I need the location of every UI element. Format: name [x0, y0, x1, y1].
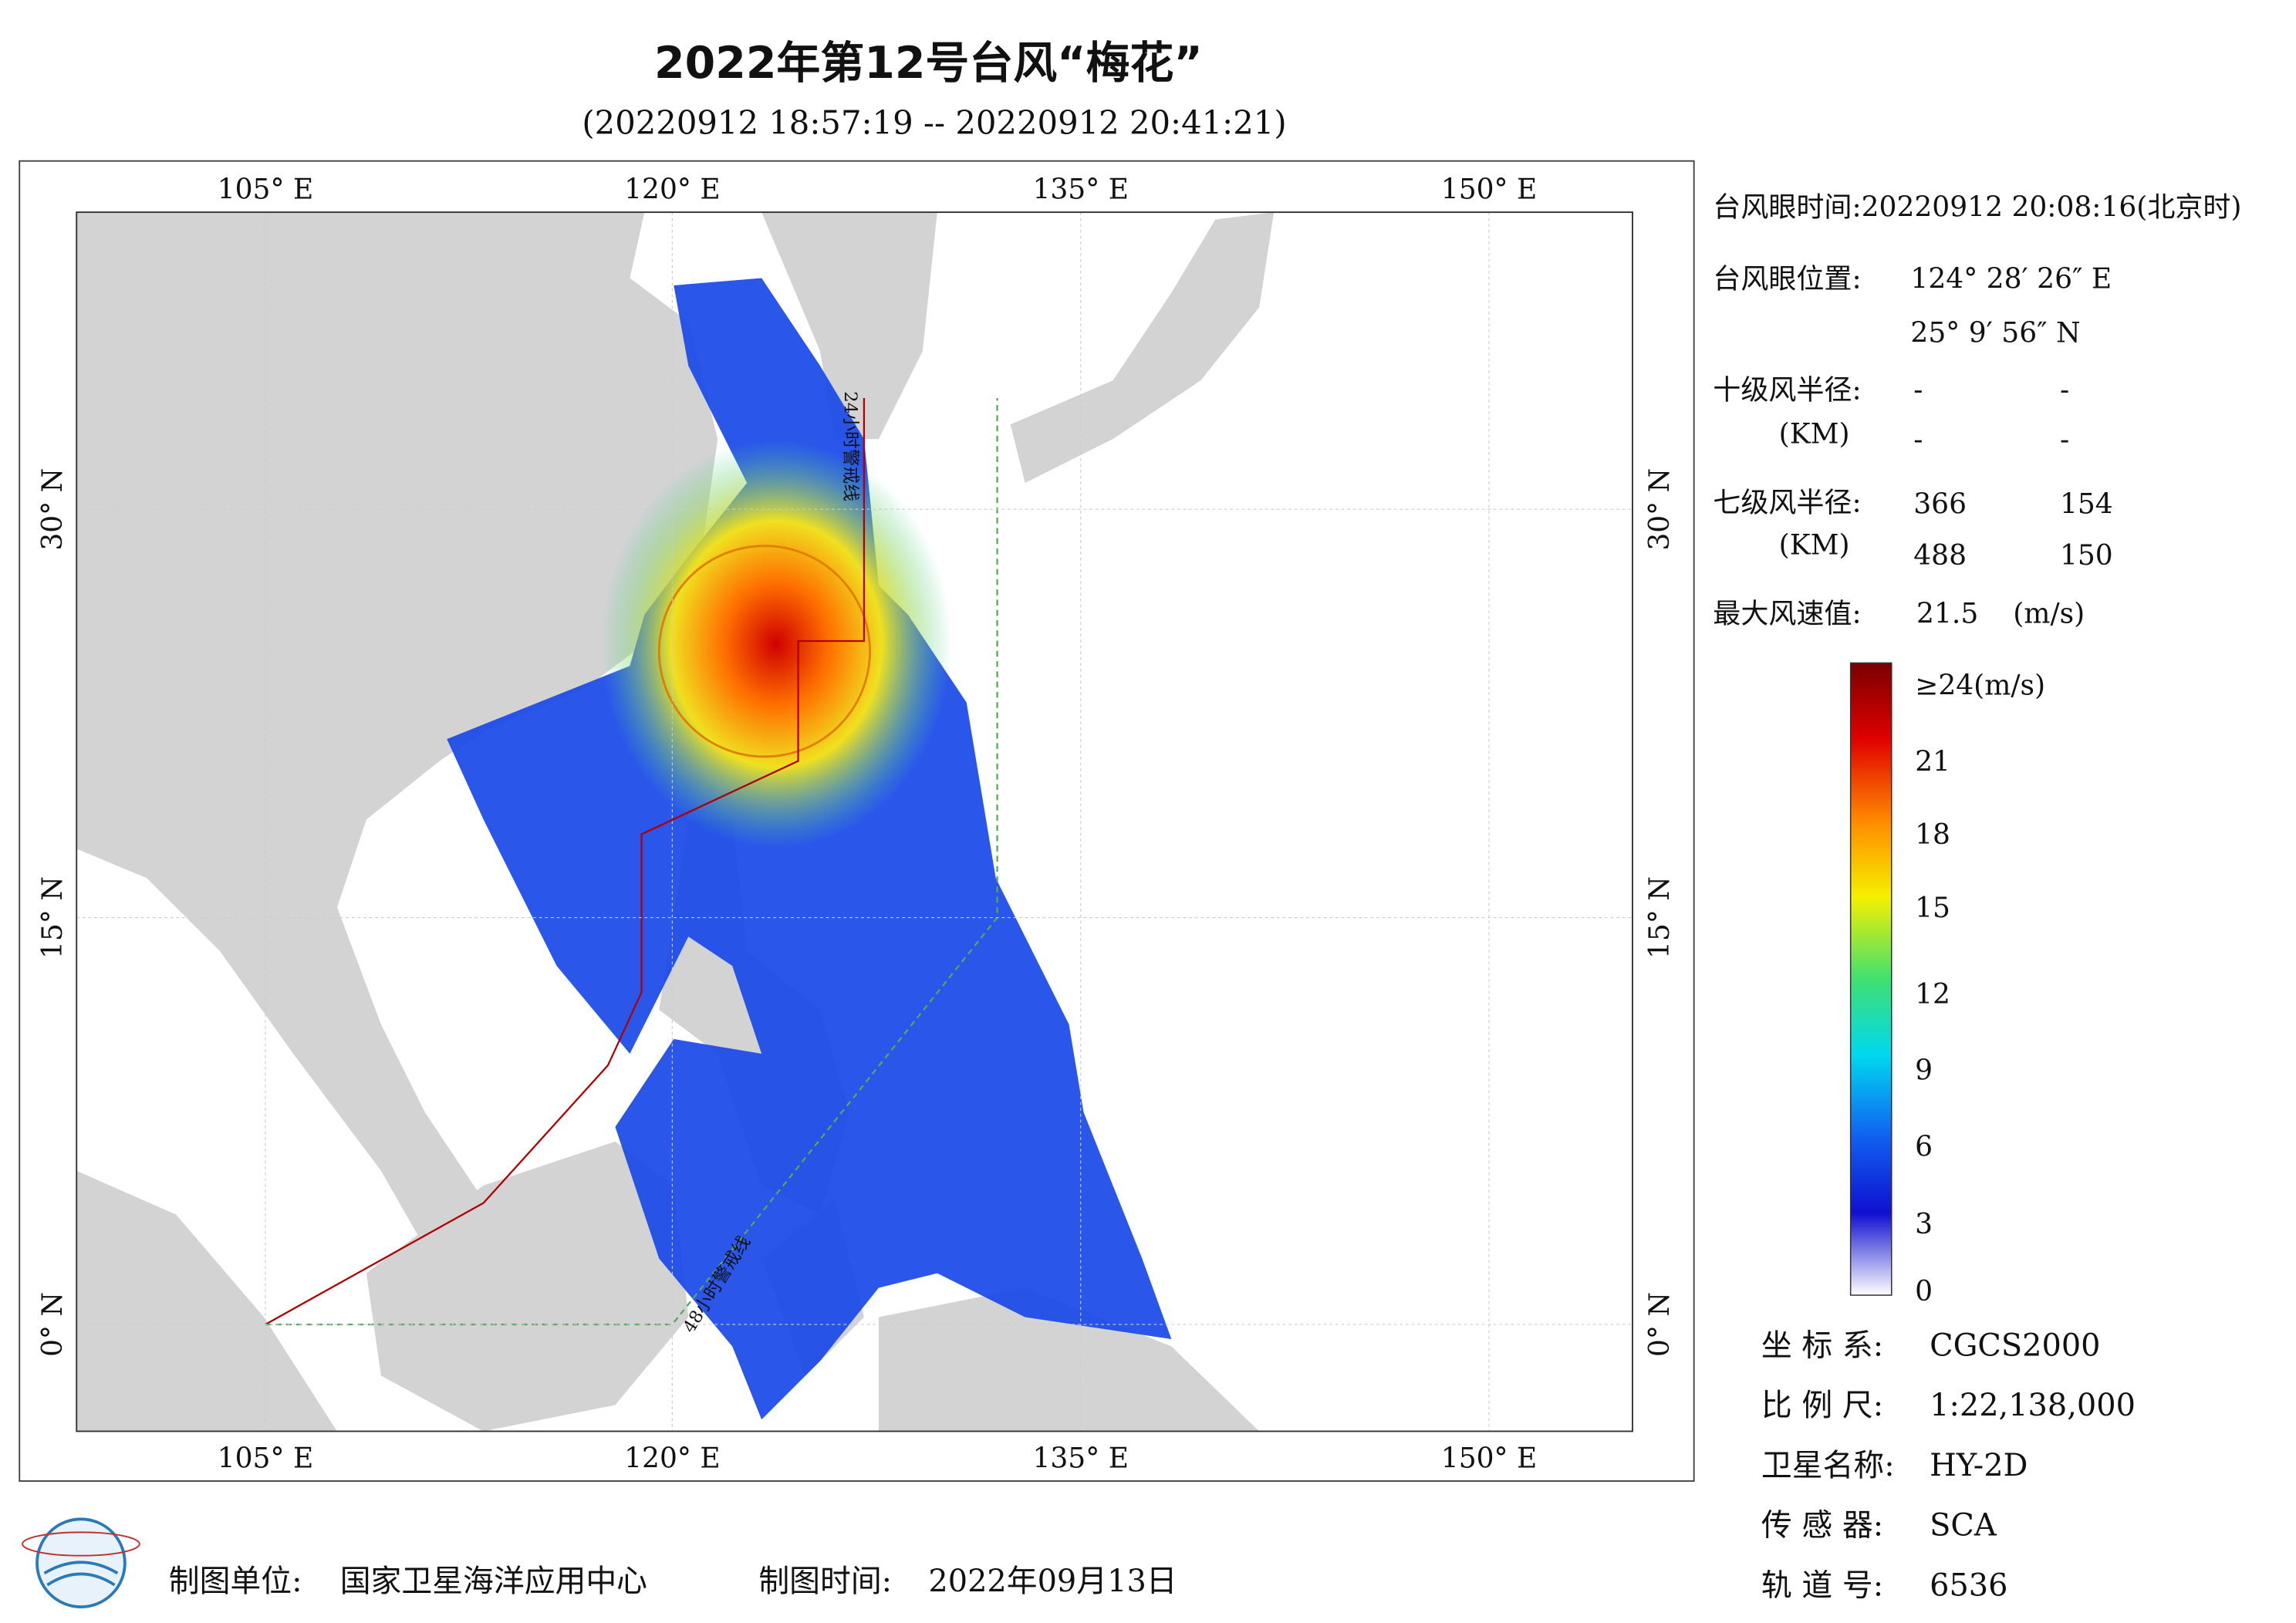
value: - — [1913, 374, 1923, 406]
value: 366 — [1913, 488, 1967, 520]
colorbar-label: 3 — [1915, 1209, 1933, 1240]
colorbar-label: 18 — [1915, 819, 1950, 851]
label: 台风眼位置: — [1713, 263, 1861, 295]
colorbar-label: 0 — [1915, 1276, 1933, 1308]
lat-label: 15° N — [1644, 876, 1676, 959]
meta-value: 6536 — [1930, 1567, 2007, 1603]
graticule — [76, 212, 1633, 1432]
lon-label: 150° E — [1441, 1442, 1538, 1474]
footer-label: 制图时间: — [758, 1564, 892, 1599]
title: 2022年第12号台风“梅花” — [654, 38, 1203, 89]
warning-line-24h — [265, 398, 866, 1325]
map-border — [76, 211, 1633, 1432]
lat-label: 0° N — [1644, 1292, 1676, 1357]
value: 150 — [2060, 540, 2113, 572]
value: 21.5 — [1916, 599, 1978, 630]
value: - — [2060, 374, 2069, 406]
lon-label: 105° E — [218, 174, 314, 206]
meta-label: 坐 标 系: — [1761, 1328, 1883, 1363]
meta-value: CGCS2000 — [1930, 1328, 2100, 1363]
meta-label: 卫星名称: — [1761, 1448, 1895, 1483]
lat-label: 15° N — [37, 876, 69, 959]
lat-label: 30° N — [1644, 468, 1676, 551]
meta-label: 传 感 器: — [1761, 1508, 1883, 1544]
meta-value: SCA — [1930, 1508, 1997, 1544]
axis-labels: 105° E 105° E 120° E 120° E 135° E 135° E 150°… — [37, 174, 1676, 1475]
meta-label: 轨 道 号: — [1761, 1567, 1883, 1603]
colorbar-label: 9 — [1915, 1055, 1933, 1087]
map: 24小时警戒线 48小时警戒线 — [76, 212, 1633, 1432]
meta-value: 1:22,138,000 — [1930, 1388, 2136, 1423]
value: - — [1913, 424, 1923, 456]
metadata: 坐 标 系: CGCS2000 比 例 尺: 1:22,138,000 卫星名称: HY-… — [1761, 1328, 2136, 1603]
label: 十级风半径: — [1713, 374, 1861, 406]
wind-field — [447, 278, 1172, 1420]
lat-label: 30° N — [37, 468, 69, 551]
lon-label: 120° E — [624, 174, 721, 206]
warning-line-48h — [265, 398, 998, 1326]
eye-time: 台风眼时间:20220912 20:08:16(北京时) — [1713, 191, 2241, 223]
colorbar-label: 12 — [1915, 979, 1950, 1011]
value: 154 — [2060, 488, 2113, 520]
value: 124° 28′ 26″ E — [1910, 263, 2112, 295]
footer-value: 2022年09月13日 — [928, 1564, 1177, 1599]
colorbar-labels: ≥24(m/s) 21 18 15 12 9 6 3 0 — [1915, 670, 2045, 1308]
colorbar-label: 21 — [1915, 746, 1950, 778]
annotation: 24小时警戒线 — [840, 391, 860, 501]
unit: (KM) — [1779, 530, 1850, 562]
value: - — [2060, 424, 2069, 456]
lon-label: 135° E — [1032, 174, 1129, 206]
label: 最大风速值: — [1713, 599, 1861, 630]
unit: (m/s) — [2013, 599, 2085, 630]
logo — [22, 1517, 140, 1609]
unit: (KM) — [1779, 418, 1850, 450]
lon-label: 150° E — [1441, 174, 1538, 206]
meta-value: HY-2D — [1930, 1448, 2028, 1483]
value: 488 — [1913, 540, 1967, 572]
colorbar — [1849, 662, 1893, 1296]
colorbar-label: 15 — [1915, 892, 1950, 924]
subtitle: (20220912 18:57:19 -- 20220912 20:41:21) — [582, 104, 1286, 142]
lon-label: 135° E — [1032, 1442, 1129, 1474]
map-frame — [19, 160, 1695, 1482]
colorbar-label: 6 — [1915, 1131, 1933, 1162]
meta-label: 比 例 尺: — [1761, 1388, 1883, 1423]
lon-label: 105° E — [218, 1442, 314, 1474]
info-panel: 台风眼时间:20220912 20:08:16(北京时) 台风眼位置: 124°… — [1713, 191, 2241, 629]
colorbar-label: ≥24(m/s) — [1915, 670, 2045, 702]
footer-label: 制图单位: — [169, 1564, 302, 1599]
typhoon-core — [600, 439, 952, 849]
wind-radius-7 — [657, 545, 871, 758]
footer-value: 国家卫星海洋应用中心 — [340, 1564, 647, 1599]
lat-label: 0° N — [37, 1292, 69, 1357]
lon-label: 120° E — [624, 1442, 721, 1474]
value: 25° 9′ 56″ N — [1910, 317, 2080, 349]
label: 七级风半径: — [1713, 488, 1861, 519]
